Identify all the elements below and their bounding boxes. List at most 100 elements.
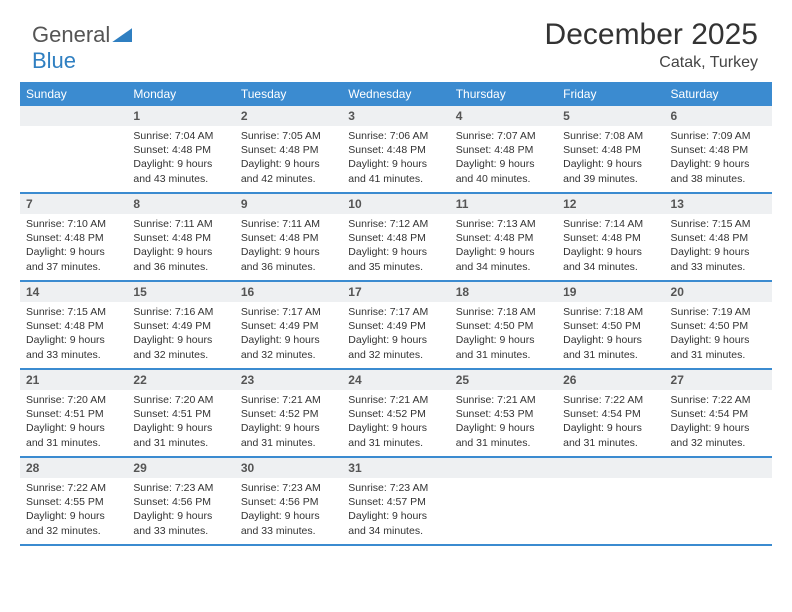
day-number: 26	[557, 370, 664, 390]
calendar-body: 1Sunrise: 7:04 AMSunset: 4:48 PMDaylight…	[20, 106, 772, 546]
day-number: 4	[450, 106, 557, 126]
calendar-week: 1 Sunrise: 7:04 AM Sunset: 4:48 PM Daylight…	[20, 106, 772, 194]
day-body: Sunrise: 7:22 AMSunset: 4:55 PMDaylight:…	[20, 478, 127, 544]
day-number	[557, 458, 664, 478]
calendar-cell: 1Sunrise: 7:04 AMSunset: 4:48 PMDaylight…	[127, 106, 234, 192]
day-body: Sunrise: 7:09 AMSunset: 4:48 PMDaylight:…	[665, 126, 772, 192]
day-line: Daylight: 9 hours	[348, 421, 443, 435]
day-number: 23	[235, 370, 342, 390]
day-line: Daylight: 9 hours	[133, 509, 228, 523]
calendar-cell: 26Sunrise: 7:22 AMSunset: 4:54 PMDayligh…	[557, 370, 664, 456]
day-body: Sunrise: 7:20 AMSunset: 4:51 PMDaylight:…	[20, 390, 127, 456]
calendar-cell: 6Sunrise: 7:09 AMSunset: 4:48 PMDaylight…	[665, 106, 772, 192]
day-number: 3	[342, 106, 449, 126]
calendar-week: 28Sunrise: 7:22 AMSunset: 4:55 PMDayligh…	[20, 458, 772, 546]
calendar-cell: 27Sunrise: 7:22 AMSunset: 4:54 PMDayligh…	[665, 370, 772, 456]
day-line: Daylight: 9 hours	[26, 333, 121, 347]
day-line: Sunset: 4:50 PM	[671, 319, 766, 333]
day-line: and 31 minutes.	[133, 436, 228, 450]
day-line: and 31 minutes.	[456, 348, 551, 362]
day-line: Sunset: 4:49 PM	[348, 319, 443, 333]
calendar-cell: 11Sunrise: 7:13 AMSunset: 4:48 PMDayligh…	[450, 194, 557, 280]
calendar-week: 7Sunrise: 7:10 AMSunset: 4:48 PMDaylight…	[20, 194, 772, 282]
calendar-cell: 24Sunrise: 7:21 AMSunset: 4:52 PMDayligh…	[342, 370, 449, 456]
day-line: Sunset: 4:53 PM	[456, 407, 551, 421]
dayhead-wednesday: Wednesday	[342, 82, 449, 106]
day-line: and 38 minutes.	[671, 172, 766, 186]
day-body: Sunrise: 7:22 AMSunset: 4:54 PMDaylight:…	[557, 390, 664, 456]
day-line: Sunrise: 7:04 AM	[133, 129, 228, 143]
day-number: 13	[665, 194, 772, 214]
day-line: Daylight: 9 hours	[241, 157, 336, 171]
day-number: 8	[127, 194, 234, 214]
day-line: Daylight: 9 hours	[241, 509, 336, 523]
day-line: Daylight: 9 hours	[348, 245, 443, 259]
day-line: Sunrise: 7:06 AM	[348, 129, 443, 143]
day-number: 6	[665, 106, 772, 126]
day-line: Daylight: 9 hours	[671, 421, 766, 435]
calendar-cell: 16Sunrise: 7:17 AMSunset: 4:49 PMDayligh…	[235, 282, 342, 368]
calendar-cell: 5Sunrise: 7:08 AMSunset: 4:48 PMDaylight…	[557, 106, 664, 192]
day-line: Daylight: 9 hours	[133, 245, 228, 259]
day-line: Daylight: 9 hours	[671, 157, 766, 171]
calendar-cell	[665, 458, 772, 544]
day-body: Sunrise: 7:16 AMSunset: 4:49 PMDaylight:…	[127, 302, 234, 368]
day-line: Daylight: 9 hours	[26, 421, 121, 435]
day-line: Sunrise: 7:16 AM	[133, 305, 228, 319]
day-line: Sunrise: 7:14 AM	[563, 217, 658, 231]
dayhead-friday: Friday	[557, 82, 664, 106]
calendar-cell	[450, 458, 557, 544]
day-number: 1	[127, 106, 234, 126]
day-line: Sunrise: 7:22 AM	[671, 393, 766, 407]
day-line: and 32 minutes.	[26, 524, 121, 538]
day-body: Sunrise: 7:06 AMSunset: 4:48 PMDaylight:…	[342, 126, 449, 192]
day-number: 11	[450, 194, 557, 214]
day-line: Daylight: 9 hours	[671, 245, 766, 259]
day-line: Sunset: 4:48 PM	[26, 319, 121, 333]
day-line: Daylight: 9 hours	[563, 157, 658, 171]
day-line: Daylight: 9 hours	[563, 333, 658, 347]
calendar-cell: 9Sunrise: 7:11 AMSunset: 4:48 PMDaylight…	[235, 194, 342, 280]
day-line: Daylight: 9 hours	[456, 333, 551, 347]
day-body: Sunrise: 7:05 AMSunset: 4:48 PMDaylight:…	[235, 126, 342, 192]
day-body: Sunrise: 7:21 AMSunset: 4:52 PMDaylight:…	[342, 390, 449, 456]
day-line: Daylight: 9 hours	[241, 333, 336, 347]
day-line: Sunrise: 7:11 AM	[133, 217, 228, 231]
day-line: and 43 minutes.	[133, 172, 228, 186]
day-body: Sunrise: 7:11 AMSunset: 4:48 PMDaylight:…	[235, 214, 342, 280]
day-line: Sunrise: 7:18 AM	[563, 305, 658, 319]
calendar-cell: 30Sunrise: 7:23 AMSunset: 4:56 PMDayligh…	[235, 458, 342, 544]
day-body: Sunrise: 7:07 AMSunset: 4:48 PMDaylight:…	[450, 126, 557, 192]
day-line: Sunrise: 7:18 AM	[456, 305, 551, 319]
day-line: Sunrise: 7:23 AM	[348, 481, 443, 495]
day-line: and 33 minutes.	[133, 524, 228, 538]
calendar-cell: 4Sunrise: 7:07 AMSunset: 4:48 PMDaylight…	[450, 106, 557, 192]
calendar-cell: 28Sunrise: 7:22 AMSunset: 4:55 PMDayligh…	[20, 458, 127, 544]
day-body: Sunrise: 7:13 AMSunset: 4:48 PMDaylight:…	[450, 214, 557, 280]
day-line: Daylight: 9 hours	[133, 421, 228, 435]
day-body: Sunrise: 7:17 AMSunset: 4:49 PMDaylight:…	[235, 302, 342, 368]
day-body	[665, 478, 772, 487]
day-line: and 36 minutes.	[133, 260, 228, 274]
day-line: Sunset: 4:48 PM	[348, 143, 443, 157]
calendar-cell	[557, 458, 664, 544]
calendar-cell	[20, 106, 127, 192]
day-line: and 35 minutes.	[348, 260, 443, 274]
day-line: Daylight: 9 hours	[563, 421, 658, 435]
calendar-cell: 15Sunrise: 7:16 AMSunset: 4:49 PMDayligh…	[127, 282, 234, 368]
day-number: 10	[342, 194, 449, 214]
calendar-cell: 7Sunrise: 7:10 AMSunset: 4:48 PMDaylight…	[20, 194, 127, 280]
day-line: Daylight: 9 hours	[456, 157, 551, 171]
calendar-cell: 13Sunrise: 7:15 AMSunset: 4:48 PMDayligh…	[665, 194, 772, 280]
day-body: Sunrise: 7:23 AMSunset: 4:56 PMDaylight:…	[127, 478, 234, 544]
day-body: Sunrise: 7:08 AMSunset: 4:48 PMDaylight:…	[557, 126, 664, 192]
calendar-week: 21Sunrise: 7:20 AMSunset: 4:51 PMDayligh…	[20, 370, 772, 458]
dayhead-sunday: Sunday	[20, 82, 127, 106]
brand-part1: General	[32, 22, 110, 47]
day-body	[450, 478, 557, 487]
location-label: Catak, Turkey	[545, 54, 758, 72]
brand-part2: Blue	[32, 48, 76, 73]
day-line: Sunset: 4:49 PM	[241, 319, 336, 333]
day-number	[450, 458, 557, 478]
day-line: Sunset: 4:49 PM	[133, 319, 228, 333]
